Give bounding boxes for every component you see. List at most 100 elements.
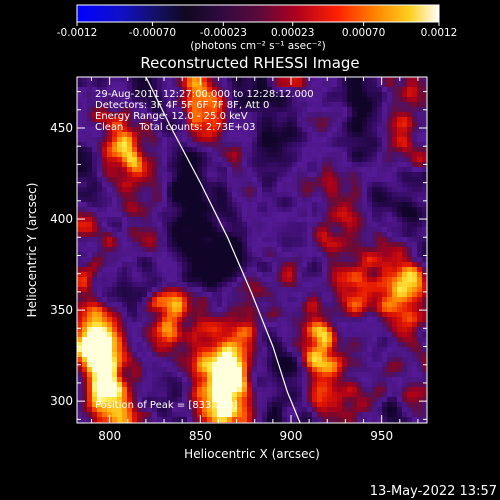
heatmap-cell	[117, 87, 123, 93]
heatmap-cell	[277, 247, 283, 253]
heatmap-cell	[402, 322, 408, 328]
heatmap-cell	[222, 97, 228, 103]
heatmap-cell	[312, 292, 318, 298]
heatmap-cell	[362, 347, 368, 353]
heatmap-cell	[242, 207, 248, 213]
heatmap-cell	[187, 152, 193, 158]
heatmap-cell	[252, 347, 258, 353]
heatmap-cell	[347, 217, 353, 223]
heatmap-cell	[422, 157, 427, 163]
heatmap-cell	[422, 127, 427, 133]
heatmap-cell	[102, 357, 108, 363]
heatmap-cell	[217, 182, 223, 188]
heatmap-cell	[117, 357, 123, 363]
heatmap-cell	[332, 372, 338, 378]
heatmap-cell	[312, 237, 318, 243]
heatmap-cell	[362, 162, 368, 168]
heatmap-cell	[287, 122, 293, 128]
heatmap-cell	[227, 282, 233, 288]
heatmap-cell	[347, 117, 353, 123]
heatmap-cell	[177, 327, 183, 333]
heatmap-cell	[207, 412, 213, 418]
heatmap-cell	[147, 277, 153, 283]
heatmap-cell	[257, 347, 263, 353]
heatmap-cell	[287, 107, 293, 113]
heatmap-cell	[237, 287, 243, 293]
heatmap-cell	[177, 212, 183, 218]
heatmap-cell	[307, 232, 313, 238]
heatmap-cell	[332, 212, 338, 218]
heatmap-cell	[102, 302, 108, 308]
heatmap-cell	[82, 162, 88, 168]
heatmap-cell	[392, 367, 398, 373]
heatmap-cell	[187, 227, 193, 233]
heatmap-cell	[357, 412, 363, 418]
heatmap-cell	[257, 207, 263, 213]
heatmap-cell	[322, 397, 328, 403]
heatmap-cell	[107, 302, 113, 308]
heatmap-cell	[182, 387, 188, 393]
heatmap-cell	[337, 142, 343, 148]
heatmap-cell	[377, 202, 383, 208]
heatmap-cell	[247, 122, 253, 128]
heatmap-cell	[82, 312, 88, 318]
heatmap-cell	[252, 392, 258, 398]
heatmap-cell	[422, 187, 427, 193]
heatmap-cell	[252, 267, 258, 273]
heatmap-cell	[357, 392, 363, 398]
heatmap-cell	[222, 417, 228, 423]
heatmap-cell	[217, 77, 223, 83]
heatmap-cell	[307, 97, 313, 103]
heatmap-cell	[127, 142, 133, 148]
heatmap-cell	[382, 177, 388, 183]
heatmap-cell	[152, 207, 158, 213]
heatmap-cell	[187, 142, 193, 148]
heatmap-cell	[372, 152, 378, 158]
heatmap-cell	[242, 322, 248, 328]
heatmap-cell	[272, 87, 278, 93]
heatmap-cell	[362, 157, 368, 163]
heatmap-cell	[322, 157, 328, 163]
heatmap-cell	[317, 382, 323, 388]
heatmap-cell	[397, 382, 403, 388]
heatmap-cell	[217, 337, 223, 343]
heatmap-cell	[292, 362, 298, 368]
heatmap-cell	[217, 332, 223, 338]
heatmap-cell	[392, 357, 398, 363]
heatmap-cell	[372, 322, 378, 328]
heatmap-cell	[422, 312, 427, 318]
heatmap-cell	[222, 267, 228, 273]
heatmap-cell	[117, 242, 123, 248]
heatmap-cell	[117, 252, 123, 258]
heatmap-cell	[342, 252, 348, 258]
heatmap-cell	[197, 267, 203, 273]
heatmap-cell	[182, 292, 188, 298]
heatmap-cell	[372, 242, 378, 248]
heatmap-cell	[182, 202, 188, 208]
heatmap-cell	[322, 152, 328, 158]
heatmap-cell	[362, 102, 368, 108]
heatmap-cell	[177, 197, 183, 203]
heatmap-cell	[207, 157, 213, 163]
heatmap-cell	[142, 82, 148, 88]
heatmap-cell	[207, 347, 213, 353]
heatmap-cell	[182, 162, 188, 168]
heatmap-cell	[222, 382, 228, 388]
heatmap-cell	[147, 322, 153, 328]
heatmap-cell	[97, 127, 103, 133]
heatmap-cell	[212, 182, 218, 188]
heatmap-cell	[177, 237, 183, 243]
heatmap-cell	[402, 397, 408, 403]
heatmap-cell	[362, 107, 368, 113]
heatmap-cell	[202, 142, 208, 148]
heatmap-cell	[317, 337, 323, 343]
heatmap-cell	[412, 152, 418, 158]
heatmap-cell	[407, 227, 413, 233]
heatmap-cell	[352, 417, 358, 423]
heatmap-cell	[272, 387, 278, 393]
heatmap-cell	[232, 182, 238, 188]
heatmap-cell	[157, 132, 163, 138]
heatmap-cell	[342, 327, 348, 333]
heatmap-cell	[367, 157, 373, 163]
heatmap-cell	[307, 222, 313, 228]
